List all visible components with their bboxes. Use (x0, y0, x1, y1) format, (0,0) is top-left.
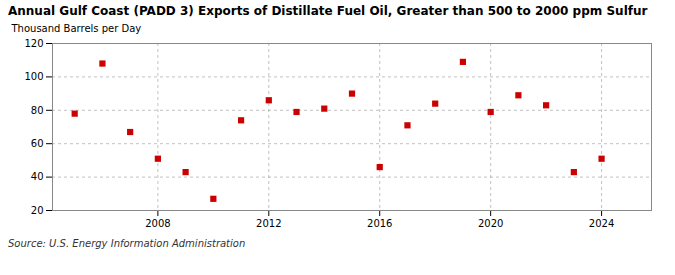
svg-text:40: 40 (31, 171, 44, 182)
svg-text:100: 100 (24, 71, 43, 82)
html-text:Annual Gulf Coast (PADD 3) Exp: Annual Gulf Coast (PADD 3) Exports of Di… (8, 4, 648, 18)
svg-text:2012: 2012 (256, 218, 281, 229)
html-text:Source: U.S. Energy Informatio: Source: U.S. Energy Information Administ… (8, 238, 246, 249)
svg-text:Thousand Barrels per Day: Thousand Barrels per Day (11, 23, 142, 34)
svg-text:2016: 2016 (367, 218, 392, 229)
svg-text:2020: 2020 (478, 218, 503, 229)
svg-text:20: 20 (31, 205, 44, 216)
svg-text:60: 60 (31, 138, 44, 149)
svg-text:80: 80 (31, 105, 44, 116)
svg-text:2008: 2008 (145, 218, 170, 229)
svg-text:120: 120 (24, 38, 43, 49)
svg-text:2024: 2024 (589, 218, 614, 229)
